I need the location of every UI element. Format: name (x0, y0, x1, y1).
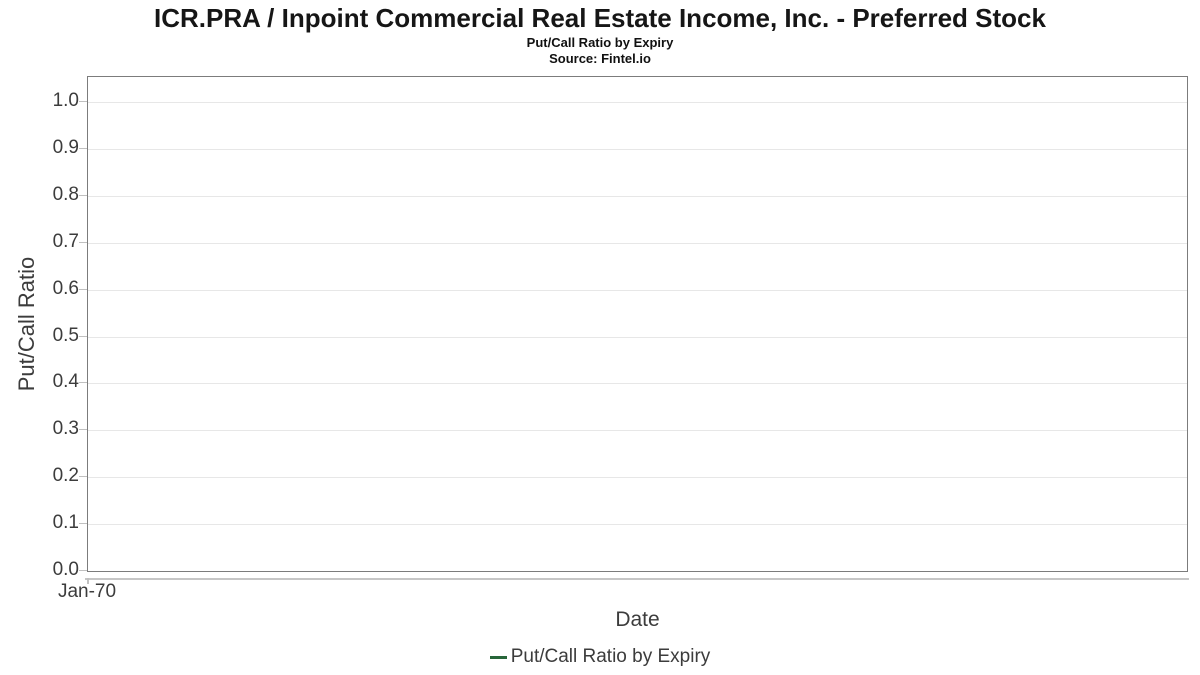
y-tick-mark-0.3 (79, 429, 87, 431)
legend-line-marker (489, 655, 507, 659)
y-tick-label-0.3: 0.3 (52, 418, 79, 440)
gridline-y-0.8 (88, 195, 1187, 197)
y-tick-label-0.5: 0.5 (52, 324, 79, 346)
chart-subtitle: Put/Call Ratio by Expiry (526, 35, 674, 50)
y-axis-title: Put/Call Ratio (14, 256, 39, 392)
y-tick-mark-0.8 (79, 194, 87, 196)
legend-label: Put/Call Ratio by Expiry (510, 646, 711, 667)
y-tick-mark-0.5 (79, 335, 87, 337)
y-tick-label-0.7: 0.7 (52, 230, 79, 252)
x-tick-label: Jan-70 (57, 581, 117, 602)
gridline-y-0.7 (88, 242, 1187, 244)
gridline-y-0.6 (88, 289, 1187, 291)
y-tick-label-0.6: 0.6 (52, 277, 79, 299)
gridline-y-1.0 (88, 102, 1187, 103)
x-axis-tick-mark (87, 578, 89, 584)
y-tick-label-0.9: 0.9 (52, 136, 79, 158)
plot-area (87, 76, 1188, 572)
y-tick-mark-0.0 (79, 570, 87, 571)
y-tick-mark-0.9 (79, 147, 87, 149)
y-tick-label-0.2: 0.2 (52, 465, 79, 487)
gridline-y-0.9 (88, 148, 1187, 150)
gridline-y-0.4 (88, 383, 1187, 385)
y-tick-mark-0.1 (79, 523, 87, 525)
y-tick-label-0.1: 0.1 (52, 512, 79, 534)
chart-title: ICR.PRA / Inpoint Commercial Real Estate… (154, 3, 1046, 33)
x-axis-title: Date (615, 608, 660, 631)
y-tick-label-0.8: 0.8 (52, 183, 79, 205)
gridline-y-0.3 (88, 430, 1187, 432)
y-tick-label-0.4: 0.4 (52, 371, 79, 393)
y-tick-mark-1.0 (79, 101, 87, 102)
y-tick-mark-0.4 (79, 382, 87, 384)
y-tick-mark-0.2 (79, 476, 87, 478)
y-tick-label-1.0: 1.0 (52, 90, 79, 111)
y-tick-label-0.0: 0.0 (52, 559, 79, 580)
gridline-y-0.1 (88, 524, 1187, 526)
y-tick-mark-0.7 (79, 241, 87, 243)
gridline-y-0.2 (88, 477, 1187, 479)
legend: Put/Call Ratio by Expiry (0, 646, 1200, 668)
chart-source-credit: Source: Fintel.io (549, 51, 651, 66)
y-tick-mark-0.6 (79, 288, 87, 290)
x-axis-line (85, 578, 1189, 580)
gridline-y-0.5 (88, 336, 1187, 338)
